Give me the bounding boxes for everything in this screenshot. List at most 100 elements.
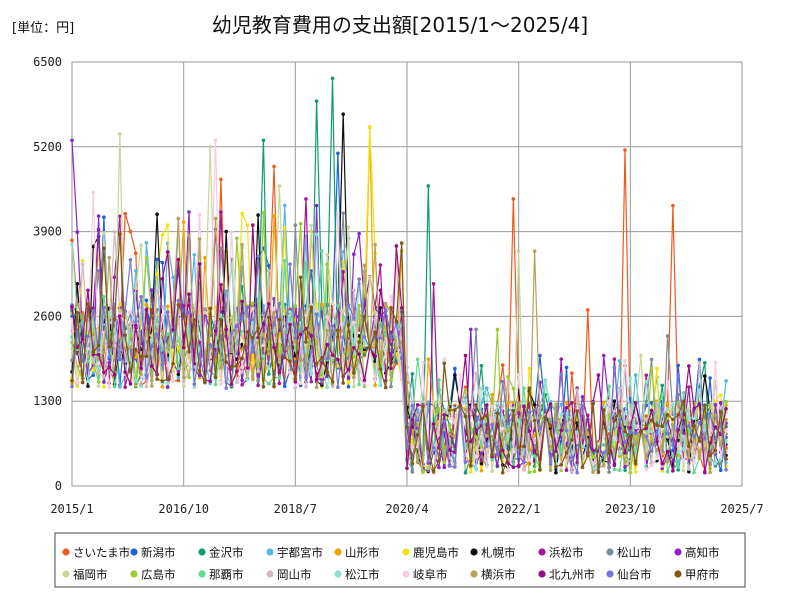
series-point <box>293 223 298 227</box>
series-point <box>155 312 159 317</box>
series-point <box>187 362 191 367</box>
series-point <box>352 288 356 293</box>
series-point <box>548 468 553 473</box>
series-point <box>266 372 271 376</box>
series-point <box>495 401 500 406</box>
legend-label: さいたま市 <box>73 546 130 560</box>
series-point <box>336 364 340 368</box>
x-tick-label: 2016/10 <box>158 502 209 516</box>
series-point <box>511 462 516 467</box>
series-point <box>607 399 611 404</box>
series-point <box>570 371 574 375</box>
series-point <box>128 334 133 338</box>
series-point <box>623 358 627 363</box>
series-point <box>86 302 90 306</box>
series-point <box>91 352 96 357</box>
series-20 <box>70 232 728 475</box>
legend-label: 高知市 <box>685 546 720 560</box>
series-point <box>118 214 122 219</box>
series-point <box>128 358 133 362</box>
series-point <box>623 451 627 455</box>
series-point <box>256 383 260 388</box>
series-point <box>128 369 133 374</box>
series-point <box>511 450 516 454</box>
series-point <box>149 384 154 388</box>
series-point <box>229 331 234 336</box>
series-point <box>437 400 441 405</box>
series-point <box>314 385 319 390</box>
series-point <box>187 233 191 238</box>
series-point <box>181 345 186 350</box>
legend-marker <box>62 548 70 556</box>
series-point <box>378 288 383 293</box>
series-point <box>197 212 202 217</box>
series-point <box>213 382 218 387</box>
series-point <box>676 401 680 405</box>
series-point <box>687 415 691 420</box>
series-point <box>655 401 659 405</box>
series-point <box>341 269 345 274</box>
series-point <box>229 365 234 369</box>
series-point <box>107 385 112 389</box>
series-point <box>112 373 117 377</box>
series-point <box>378 336 383 340</box>
series-point <box>607 384 611 389</box>
series-point <box>697 456 702 461</box>
legend-label: 岡山市 <box>277 568 312 582</box>
series-point <box>165 332 170 336</box>
series-point <box>453 373 457 377</box>
series-point <box>665 380 670 384</box>
series-point <box>346 347 351 352</box>
series-point <box>298 332 303 337</box>
series-point <box>469 439 473 444</box>
series-point <box>134 268 138 273</box>
series-point <box>500 379 505 384</box>
series-point <box>144 327 149 331</box>
series-point <box>96 214 101 218</box>
series-point <box>144 240 149 245</box>
series-point <box>718 405 723 410</box>
series-point <box>378 321 383 325</box>
series-point <box>309 305 314 310</box>
series-point <box>655 423 659 428</box>
series-line <box>71 233 727 471</box>
series-point <box>208 145 213 149</box>
series-point <box>112 384 117 389</box>
series-point <box>522 460 526 465</box>
series-point <box>490 404 494 409</box>
series-point <box>298 275 303 280</box>
series-point <box>559 402 564 407</box>
series-point <box>373 383 377 388</box>
series-point <box>91 190 96 195</box>
series-point <box>532 433 537 438</box>
series-point <box>261 354 266 358</box>
series-point <box>102 295 106 299</box>
series-point <box>245 378 250 382</box>
x-axis: 2015/1 2016/10 2018/7 2020/4 2022/1 2023/10 20… <box>50 502 763 516</box>
series-point <box>671 203 675 208</box>
series-point <box>250 320 255 325</box>
series-point <box>655 366 659 371</box>
series-point <box>506 379 510 384</box>
series-point <box>134 320 138 324</box>
series-point <box>330 76 335 81</box>
series-point <box>500 363 505 367</box>
series-point <box>617 386 622 390</box>
series-point <box>357 382 361 387</box>
series-point <box>96 375 101 380</box>
series-point <box>479 468 484 473</box>
series-point <box>165 310 170 314</box>
series-point <box>623 465 627 469</box>
series-point <box>596 373 601 377</box>
series-point <box>219 382 223 386</box>
series-point <box>213 329 218 333</box>
series-point <box>362 343 367 347</box>
series-point <box>463 470 468 475</box>
series-point <box>490 457 494 462</box>
series-point <box>314 302 319 307</box>
series-point <box>352 320 356 325</box>
series-point <box>325 253 330 257</box>
series-point <box>155 317 159 322</box>
series-point <box>649 439 654 444</box>
